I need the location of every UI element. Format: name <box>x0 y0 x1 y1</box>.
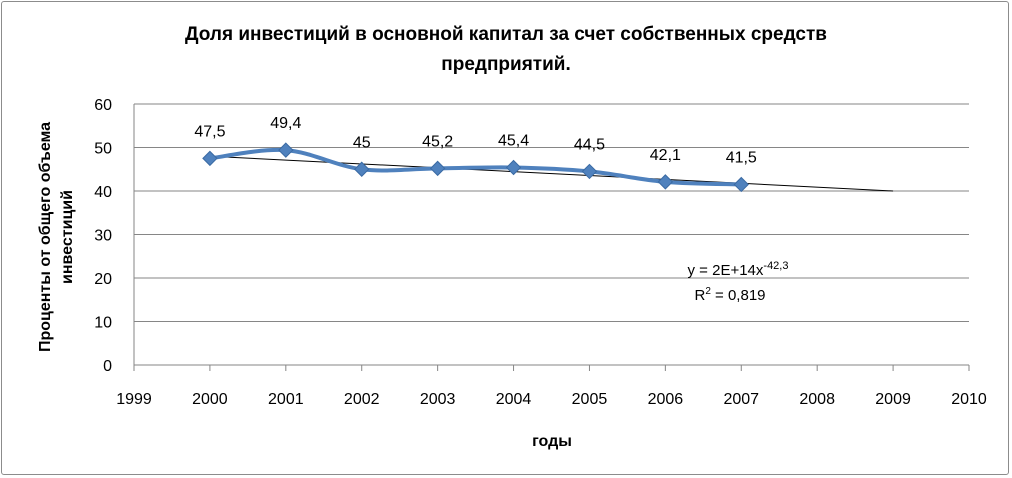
x-tick-label-2003: 2003 <box>420 391 456 408</box>
data-point-2007 <box>733 176 749 193</box>
data-point-2002 <box>354 161 370 177</box>
data-labels: 47,5 49,4 45 45,2 45,4 44,5 42,1 41,5 <box>194 115 757 166</box>
data-label-2005: 44,5 <box>574 136 605 153</box>
data-label-2002: 45 <box>353 134 371 151</box>
trendline-r2: R2 = 0,819 <box>694 286 765 304</box>
x-tick-label-2005: 2005 <box>572 391 608 408</box>
y-axis-title: Проценты от общего объема инвестиций <box>37 122 76 352</box>
y-tick-label-10: 10 <box>94 315 112 332</box>
series-line-0 <box>209 147 742 187</box>
y-tick-label-50: 50 <box>94 141 112 158</box>
data-point-2006 <box>657 174 674 190</box>
data-point-2003 <box>429 160 446 177</box>
x-tick-label-2002: 2002 <box>344 391 380 408</box>
x-tick-label-2009: 2009 <box>875 391 911 408</box>
trendline <box>209 155 894 192</box>
x-tick-label-2006: 2006 <box>648 391 684 408</box>
x-tick-label-2000: 2000 <box>192 391 228 408</box>
y-tick-labels: 0 10 20 30 40 50 60 <box>94 97 112 375</box>
r2-symbol: R <box>694 287 705 304</box>
trendline-equation: y = 2E+14x-42,3 <box>688 260 789 279</box>
data-point-2005 <box>581 163 598 180</box>
data-point-2004 <box>505 159 522 176</box>
y-axis-title-line2: инвестиций <box>59 190 76 284</box>
axes <box>133 104 970 371</box>
y-axis-title-line1: Проценты от общего объема <box>37 122 54 352</box>
data-label-2006: 42,1 <box>650 147 681 164</box>
y-tick-label-0: 0 <box>103 358 112 375</box>
x-tick-label-2008: 2008 <box>799 391 835 408</box>
data-point-2001 <box>278 142 294 158</box>
chart-title-line2: предприятий. <box>441 54 571 75</box>
y-tick-label-30: 30 <box>94 228 112 245</box>
data-point-2000 <box>202 150 218 167</box>
gridlines <box>134 103 969 322</box>
x-tick-label-2001: 2001 <box>268 391 304 408</box>
y-tick-label-20: 20 <box>94 271 112 288</box>
trendline-line <box>209 155 894 192</box>
y-tick-label-40: 40 <box>94 184 112 201</box>
data-label-2004: 45,4 <box>498 133 529 150</box>
chart-title-line1: Доля инвестиций в основной капитал за сч… <box>185 24 827 45</box>
data-label-2000: 47,5 <box>194 123 225 140</box>
y-tick-label-60: 60 <box>94 97 112 114</box>
x-tick-label-1999: 1999 <box>116 391 152 408</box>
data-label-2007: 41,5 <box>726 149 757 166</box>
x-tick-label-2004: 2004 <box>496 391 532 408</box>
x-tick-label-2010: 2010 <box>951 391 987 408</box>
r2-value: = 0,819 <box>711 287 766 304</box>
trendline-equation-base: y = 2E+14x <box>688 262 764 279</box>
trendline-equation-exponent: -42,3 <box>763 260 788 272</box>
series <box>202 142 749 193</box>
data-label-2003: 45,2 <box>422 133 453 150</box>
x-tick-label-2007: 2007 <box>723 391 759 408</box>
x-tick-labels: 1999 2000 2001 2002 2003 2004 2005 2006 2007 2008… <box>116 391 987 408</box>
data-label-2001: 49,4 <box>270 115 301 132</box>
x-axis-title: годы <box>532 433 572 450</box>
r2-exponent: 2 <box>705 286 711 297</box>
